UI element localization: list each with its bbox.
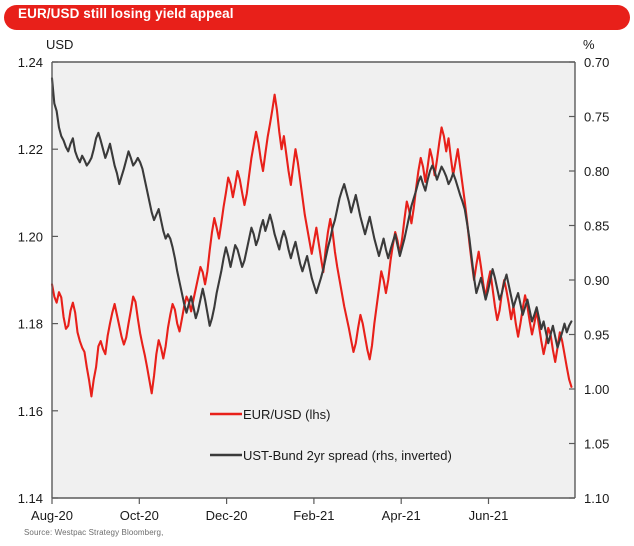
page-title: EUR/USD still losing yield appeal: [18, 6, 234, 21]
right-tick-label: 0.75: [584, 110, 609, 125]
right-tick-label: 1.00: [584, 382, 609, 397]
x-tick-label: Aug-20: [31, 508, 73, 523]
x-axis-ticks: Aug-20 Oct-20 Dec-20 Feb-21 Apr-21 Jun-21: [31, 498, 508, 523]
legend-label-0: EUR/USD (lhs): [243, 407, 330, 422]
left-tick-label: 1.16: [18, 404, 43, 419]
right-tick-label: 0.80: [584, 164, 609, 179]
source-note: Source: Westpac Strategy Bloomberg,: [24, 528, 164, 537]
x-tick-label: Oct-20: [120, 508, 159, 523]
plot-background-group: [52, 62, 575, 498]
x-tick-label: Feb-21: [293, 508, 334, 523]
left-tick-label: 1.22: [18, 142, 43, 157]
left-axis-ticks: 1.24 1.22 1.20 1.18 1.16 1.14: [18, 55, 58, 506]
right-tick-label: 1.10: [584, 491, 609, 506]
left-tick-label: 1.18: [18, 317, 43, 332]
left-tick-label: 1.20: [18, 229, 43, 244]
series-line-spread: [50, 77, 573, 349]
right-tick-label: 1.05: [584, 437, 609, 452]
x-tick-label: Apr-21: [382, 508, 421, 523]
right-axis-unit: %: [583, 37, 595, 52]
plot-background: [52, 62, 575, 498]
right-tick-label: 0.70: [584, 55, 609, 70]
left-axis-unit: USD: [46, 37, 74, 52]
x-tick-label: Dec-20: [206, 508, 248, 523]
right-tick-label: 0.85: [584, 219, 609, 234]
legend-label-1: UST-Bund 2yr spread (rhs, inverted): [243, 448, 452, 463]
chart-legend: EUR/USD (lhs) UST-Bund 2yr spread (rhs, i…: [210, 407, 452, 463]
right-tick-label: 0.95: [584, 328, 609, 343]
x-tick-label: Jun-21: [469, 508, 509, 523]
series-group: [50, 77, 573, 398]
left-tick-label: 1.24: [18, 55, 43, 70]
axis-frame: [51, 61, 576, 499]
left-tick-label: 1.14: [18, 491, 43, 506]
right-tick-label: 0.90: [584, 273, 609, 288]
title-bar: [4, 5, 630, 30]
